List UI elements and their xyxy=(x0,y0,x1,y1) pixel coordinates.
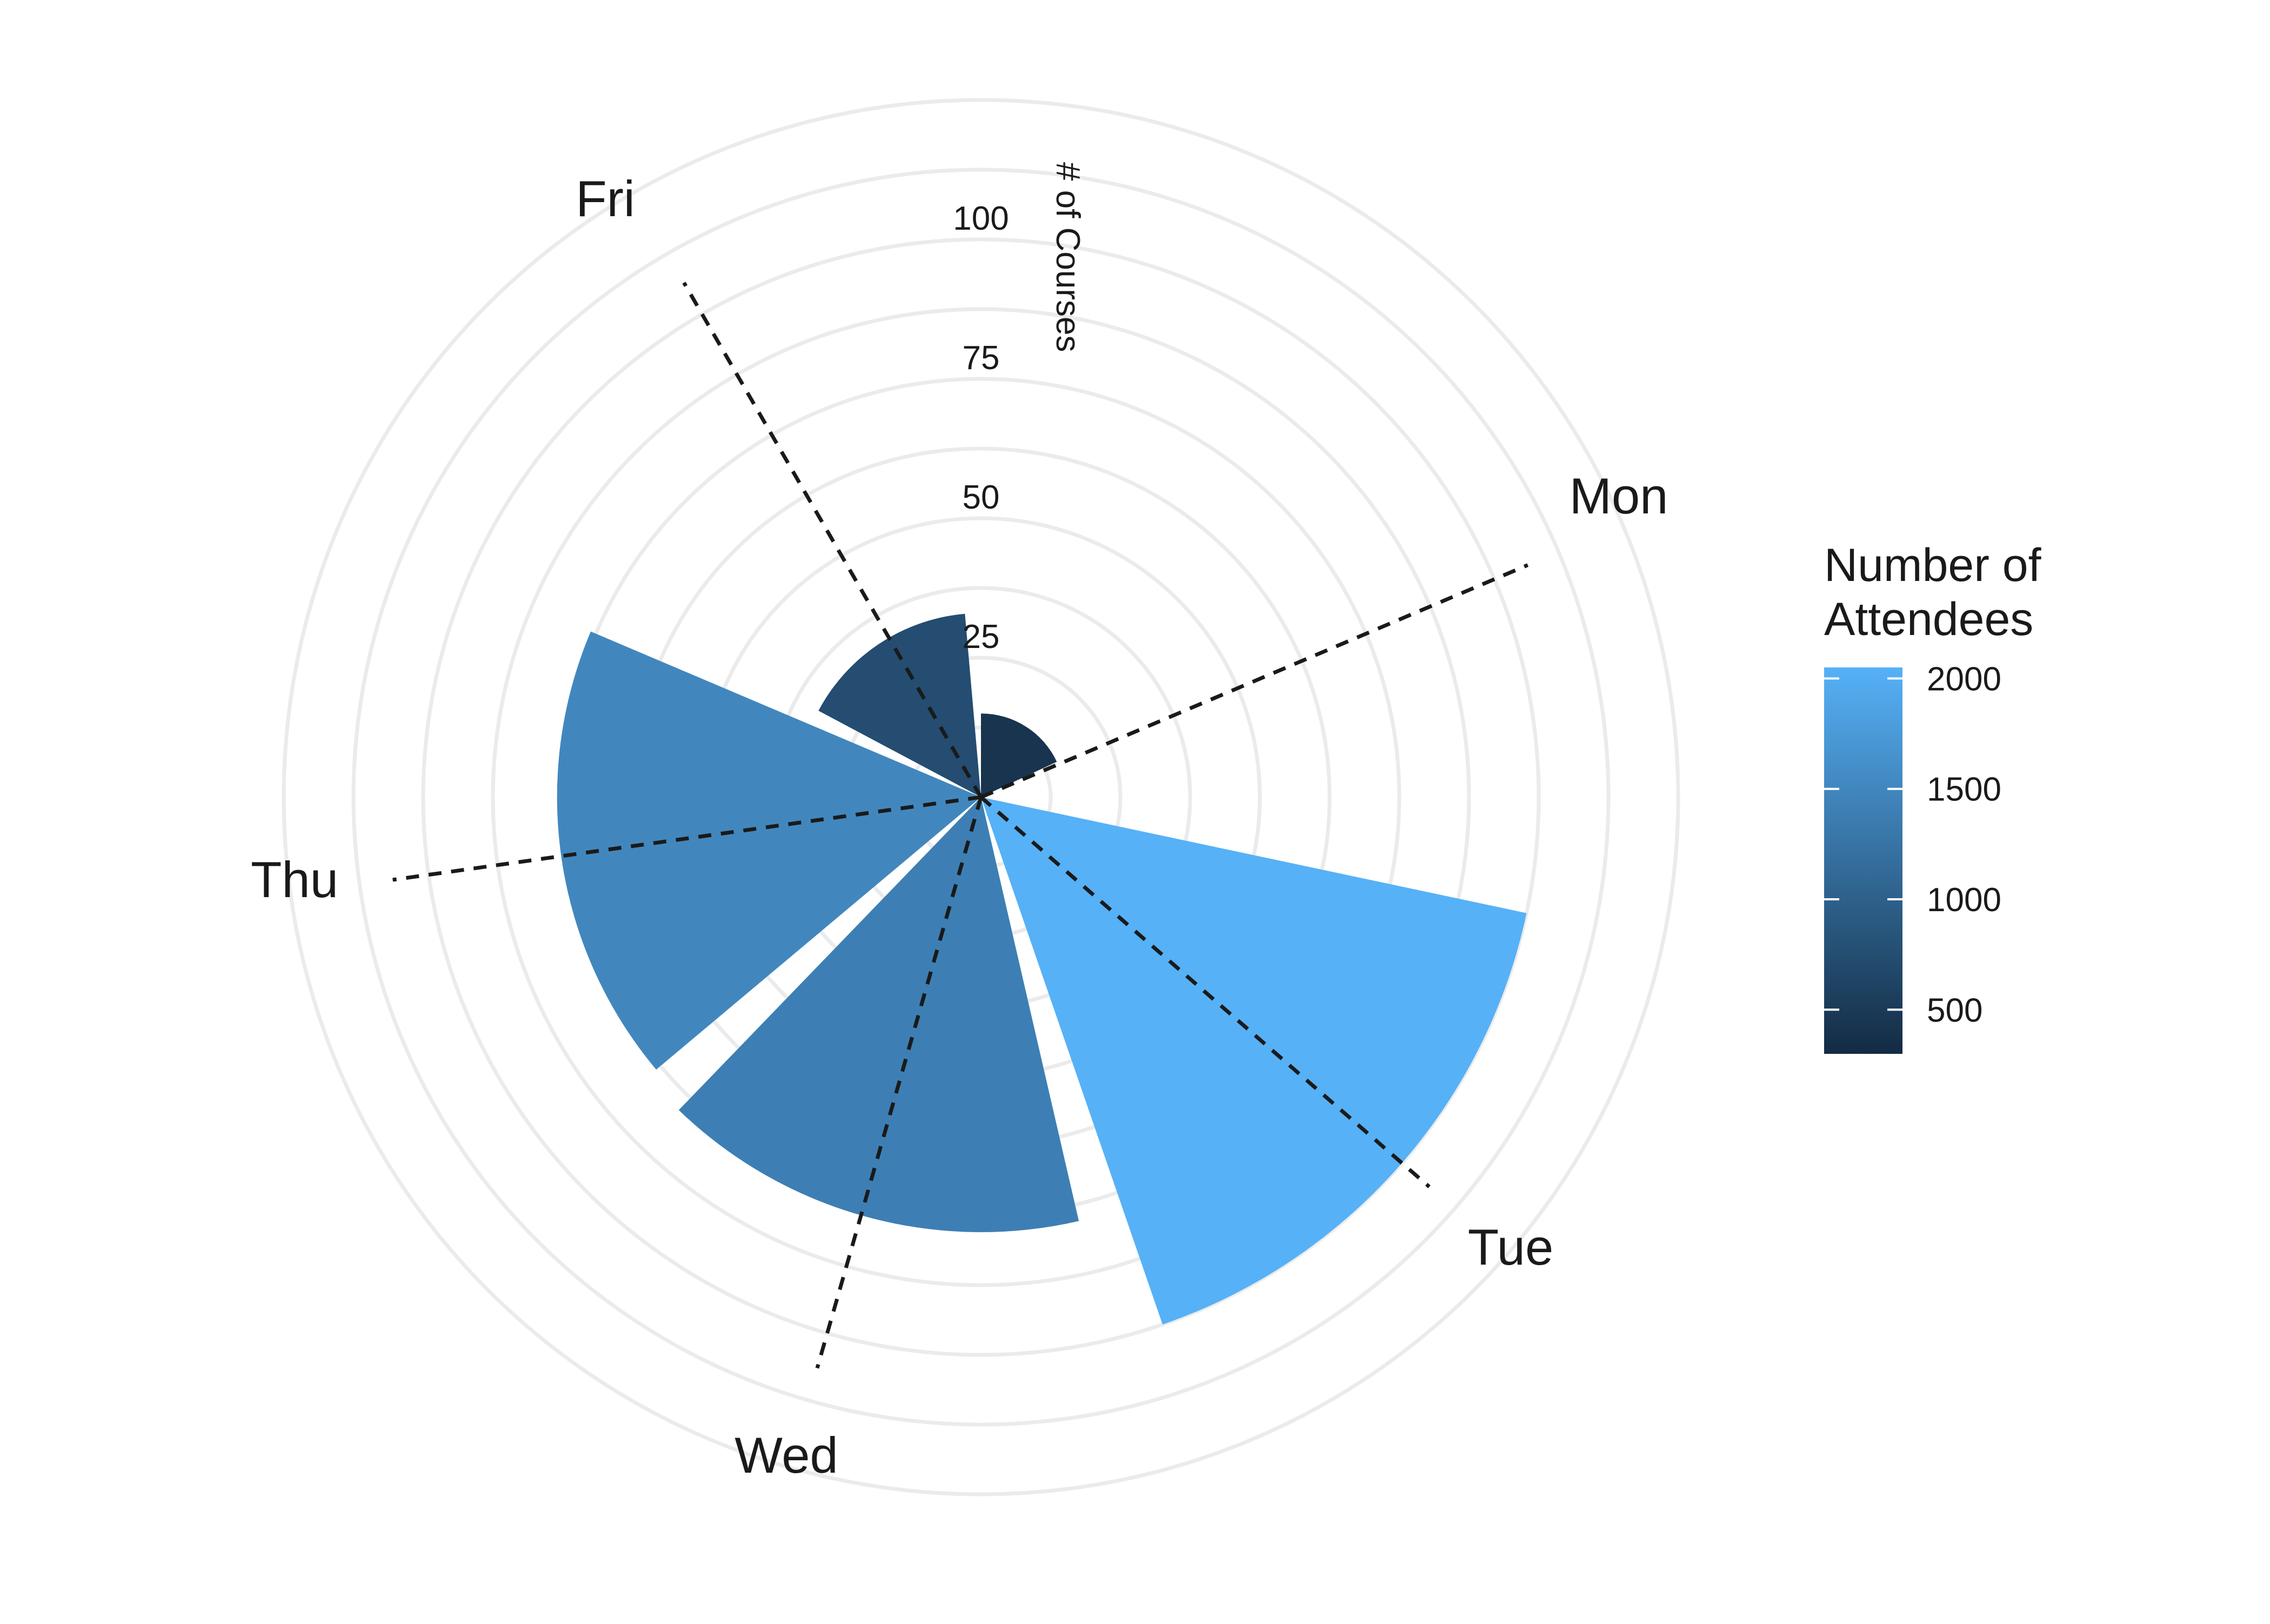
legend-ticks: 500 1000 1500 2000 xyxy=(1824,660,2001,1029)
labels: Mon Tue Wed Thu Fri 25 50 75 100 xyxy=(251,170,1668,1483)
grid-circle xyxy=(491,307,1471,1287)
radial-axis-title: # of Courses xyxy=(1049,162,1086,352)
legend-tick-label: 1500 xyxy=(1927,771,2001,808)
legend-title-line-1: Number of xyxy=(1824,539,2042,591)
grid-circle xyxy=(421,237,1541,1357)
grid-circle xyxy=(282,98,1680,1496)
legend-tick-label: 500 xyxy=(1927,992,1982,1029)
day-label-tue: Tue xyxy=(1468,1219,1554,1275)
bar-thu xyxy=(557,631,981,1070)
bar-tue xyxy=(981,797,1527,1325)
legend-title-line-2: Attendees xyxy=(1824,593,2033,645)
day-label-wed: Wed xyxy=(735,1427,838,1483)
bar-fri xyxy=(818,613,981,797)
radial-tick-label: 25 xyxy=(963,618,1000,656)
legend-color-bar xyxy=(1824,667,1902,1054)
legend-tick-label: 2000 xyxy=(1927,660,2001,698)
reference-line-wed xyxy=(815,797,983,1369)
reference-line-tue xyxy=(979,796,1431,1188)
grid-circle xyxy=(351,168,1611,1427)
day-label-thu: Thu xyxy=(251,851,338,908)
legend-tick-label: 1000 xyxy=(1927,881,2001,919)
day-label-fri: Fri xyxy=(576,170,635,227)
radial-grid xyxy=(282,98,1680,1496)
reference-line-fri xyxy=(682,282,983,798)
reference-lines xyxy=(392,282,1529,1369)
bars xyxy=(557,613,1527,1325)
radial-tick-label: 50 xyxy=(963,479,1000,516)
reference-line-mon xyxy=(980,563,1529,799)
radial-tick-label: 75 xyxy=(963,339,1000,377)
bar-mon xyxy=(981,713,1057,797)
radial-tick-label: 100 xyxy=(953,200,1009,237)
day-label-mon: Mon xyxy=(1570,467,1668,524)
color-legend: Number of Attendees 500 1000 1500 2000 xyxy=(1824,539,2042,1054)
bar-wed xyxy=(678,797,1079,1232)
reference-line-thu xyxy=(392,795,982,882)
